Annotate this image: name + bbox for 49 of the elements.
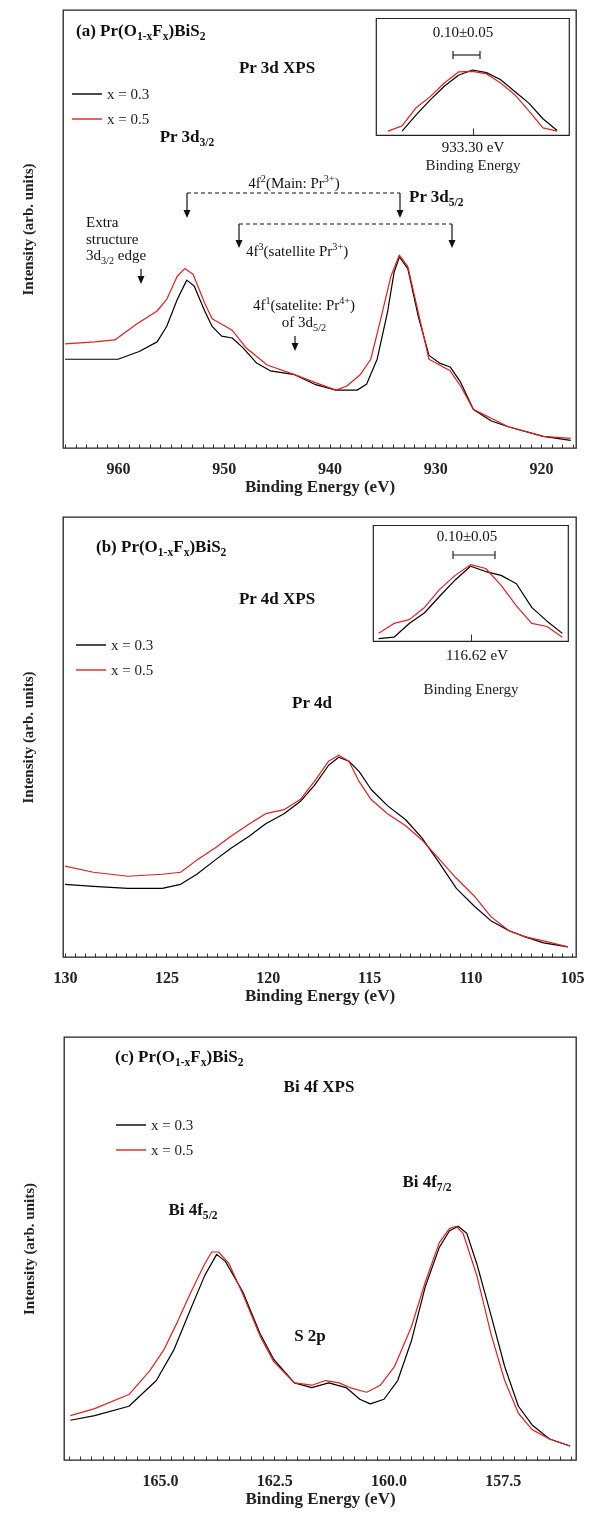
legend-label: x = 0.3	[107, 86, 150, 102]
x-tick-label: 930	[423, 459, 448, 477]
y-axis-title: Intensity (arb. units)	[20, 1182, 38, 1316]
x-tick-label: 130	[53, 968, 78, 986]
chart-subtitle: Bi 4f XPS	[283, 1076, 355, 1097]
x-tick-label: 157.5	[485, 1471, 522, 1489]
chart-subtitle: Pr 4d XPS	[238, 588, 316, 609]
text: Pr 4d	[292, 692, 332, 713]
x-tick-label: 125	[154, 968, 179, 986]
y-axis-title: Intensity (arb. units)	[19, 163, 37, 296]
text: 4f$^{1}$(satelite: Pr$^{4+}$) of 3d$_{5/2}$	[252, 295, 356, 333]
legend-label: x = 0.5	[111, 662, 154, 678]
text: Pr 3d$_{3/2}$	[159, 126, 215, 151]
x-tick-label: 160.0	[371, 1471, 408, 1489]
text: Bi 4f$_{7/2}$	[402, 1171, 452, 1196]
x-tick-label: 920	[529, 459, 554, 477]
legend-label: x = 0.5	[107, 111, 150, 127]
x-axis-title: Binding Energy (eV)	[245, 1488, 396, 1508]
text: 116.62 eV	[446, 646, 508, 664]
text: Bi 4f$_{5/2}$	[168, 1199, 218, 1224]
x-tick-label: 940	[318, 459, 343, 477]
x-axis-title: Binding Energy (eV)	[244, 476, 396, 496]
text: Pr 3d$_{5/2}$	[409, 186, 464, 211]
annotation: S 2p	[294, 1325, 326, 1346]
text: 0.10±0.05	[432, 24, 494, 41]
text: 0.10±0.05	[436, 528, 498, 545]
y-axis-title: Intensity (arb. units)	[19, 671, 37, 804]
text: (b) Pr(O$_{1-x}$F$_{x}$)BiS$_{2}$	[96, 536, 227, 561]
text: 933.30 eV	[441, 138, 505, 156]
x-tick-label: 120	[256, 968, 281, 986]
x-tick-label: 960	[106, 459, 131, 477]
legend-label: x = 0.3	[111, 637, 154, 653]
x-tick-label: 105	[560, 968, 585, 986]
legend-label: x = 0.3	[151, 1117, 194, 1133]
x-axis-title: Binding Energy (eV)	[244, 985, 396, 1005]
text: 4f$^{2}$(Main: Pr$^{3+}$)	[248, 172, 340, 191]
x-tick-label: 115	[358, 968, 382, 986]
chart-subtitle: Pr 3d XPS	[238, 57, 316, 78]
x-tick-label: 950	[212, 459, 237, 477]
annotation: 4f$^{3}$(satellite Pr$^{3+}$)	[246, 241, 349, 260]
legend-label: x = 0.5	[151, 1142, 194, 1158]
x-tick-label: 162.5	[256, 1471, 293, 1489]
x-tick-label: 110	[459, 968, 483, 986]
x-axis-title: Binding Energy	[425, 157, 522, 173]
x-axis-title: Binding Energy	[423, 681, 520, 697]
text: (a) Pr(O$_{1-x}$F$_{x}$)BiS$_{2}$	[76, 20, 206, 45]
x-tick-label: 165.0	[142, 1471, 179, 1489]
annotation: Extra structure 3d$_{3/2}$ edge	[86, 213, 147, 266]
chart-title: (c) Pr(O$_{1-x}$F$_{x}$)BiS$_{2}$	[115, 1046, 244, 1071]
